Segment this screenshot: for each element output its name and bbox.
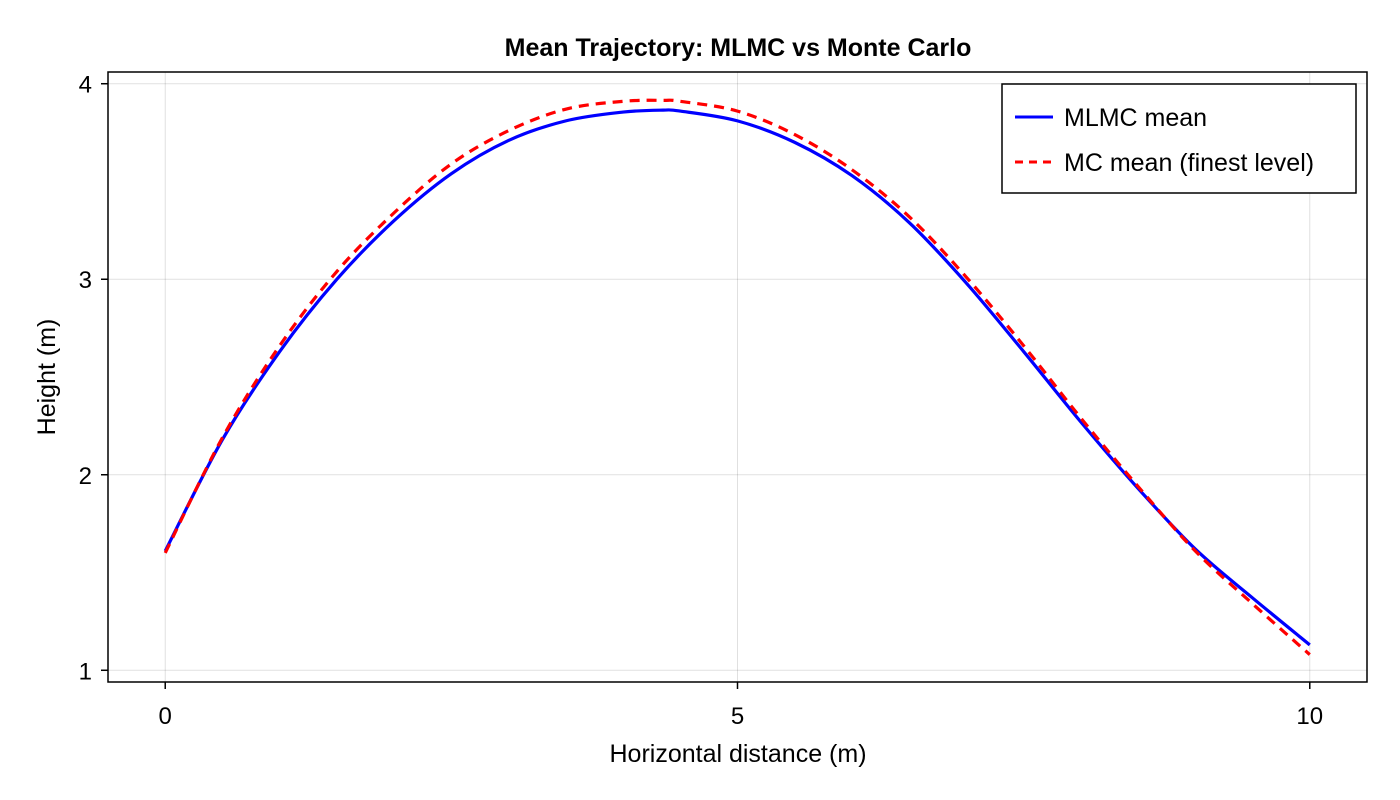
axis-ticks: 0 5 10 1 2 3 4 <box>79 72 1323 730</box>
legend-label-mlmc: MLMC mean <box>1064 104 1207 132</box>
legend-label-mc: MC mean (finest level) <box>1064 149 1314 177</box>
series-line-mlmc <box>163 108 1311 647</box>
chart-title: Mean Trajectory: MLMC vs Monte Carlo <box>505 34 972 62</box>
series-line-mc <box>163 98 1311 656</box>
y-tick-label: 2 <box>79 463 92 490</box>
y-tick-label: 1 <box>79 658 92 685</box>
y-tick-label: 3 <box>79 267 92 294</box>
series-lines <box>163 98 1311 656</box>
legend-box <box>1001 83 1357 194</box>
y-tick-label: 4 <box>79 72 92 99</box>
x-axis-label: Horizontal distance (m) <box>609 740 866 768</box>
y-axis-label: Height (m) <box>33 319 61 436</box>
legend: MLMC mean MC mean (finest level) <box>1001 83 1357 194</box>
x-tick-label: 10 <box>1296 703 1323 730</box>
x-tick-label: 0 <box>159 703 172 730</box>
x-tick-label: 5 <box>731 703 744 730</box>
